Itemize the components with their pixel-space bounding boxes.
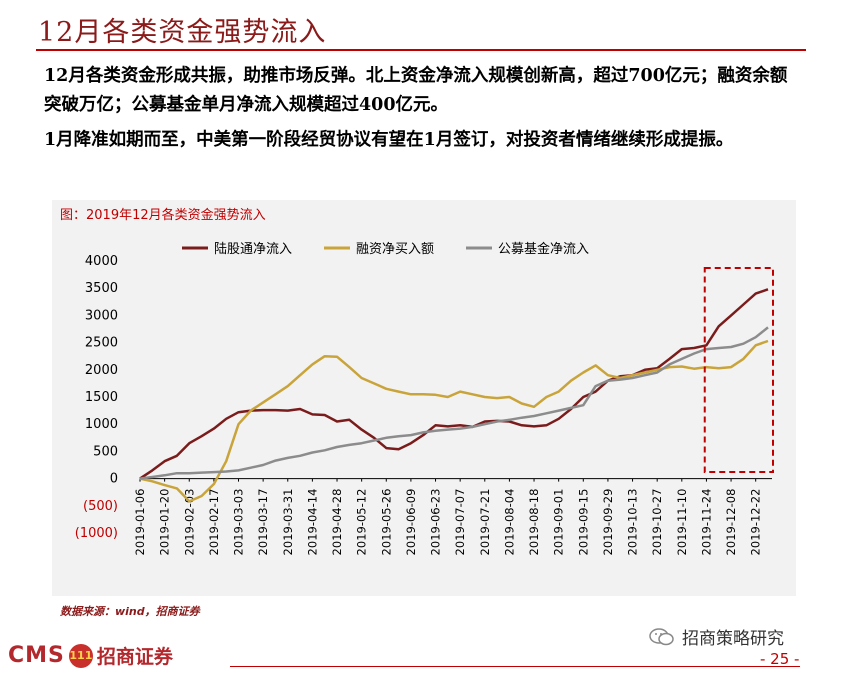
legend-label-3: 公募基金净流入 [498,241,589,257]
summary-paragraph-2: 1月降准如期而至，中美第一阶段经贸协议有望在1月签订，对投资者情绪继续形成提振。 [44,130,734,150]
summary-paragraph-1: 12月各类资金形成共振，助推市场反弹。北上资金净流入规模创新高，超过700亿元；… [44,66,788,115]
footer-divider [230,666,800,667]
x-tick-label: 2019-05-26 [379,489,393,556]
chart-panel [52,200,796,596]
x-tick-label: 2019-05-12 [355,489,369,556]
x-tick-label: 2019-09-29 [601,489,615,556]
y-tick-label: (1000) [75,526,118,541]
series-line-1 [139,288,769,480]
cms-logo: CMS 111 招商证券 [8,642,173,669]
y-tick-label: 1500 [85,390,118,405]
x-tick-label: 2019-03-03 [232,489,246,556]
x-tick-label: 2019-11-24 [699,489,713,556]
y-tick-label: 3000 [85,308,118,323]
logo-badge-icon: 111 [68,643,93,668]
x-tick-label: 2019-03-31 [281,489,295,556]
wechat-account: 招商策略研究 [648,624,784,649]
y-tick-label: 1000 [85,417,118,432]
y-tick-label: 3500 [85,281,118,296]
x-tick-label: 2019-11-10 [675,489,689,556]
y-tick-label: 2500 [85,336,118,351]
y-tick-label: 4000 [85,254,118,269]
data-source: 数据来源：wind，招商证券 [60,605,200,618]
x-tick-label: 2019-10-13 [626,489,640,556]
page-number: - 25 - [760,650,800,668]
title-divider [36,49,806,51]
y-tick-label: 2000 [85,363,118,378]
x-tick-label: 2019-06-23 [429,489,443,556]
page-title: 12月各类资金强势流入 [38,17,327,48]
fund-flow-line-chart: (1000) (500) 0 500 1000 1500 2000 2500 3000 3500 4… [75,241,775,556]
y-tick-label: (500) [83,499,118,514]
x-tick-label: 2019-04-28 [330,489,344,556]
legend-label-2: 融资净买入额 [356,242,434,257]
x-tick-label: 2019-07-21 [478,489,492,556]
x-tick-label: 2019-01-06 [133,489,147,556]
series-line-3 [139,326,769,480]
series-line-2 [139,339,769,503]
x-tick-label: 2019-12-08 [724,489,738,556]
y-tick-label: 500 [93,444,118,459]
wechat-icon [649,627,674,645]
x-tick-label: 2019-03-17 [256,489,270,556]
x-tick-label: 2019-09-01 [552,489,566,556]
x-tick-label: 2019-08-18 [527,489,541,556]
x-tick-label: 2019-10-27 [650,489,664,556]
logo-text: CMS [8,643,65,668]
x-tick-label: 2019-07-07 [453,489,467,556]
x-tick-label: 2019-06-09 [404,489,418,556]
logo-company-name: 招商证券 [96,646,173,668]
legend-label-1: 陆股通净流入 [214,241,292,257]
x-tick-label: 2019-08-04 [502,489,516,556]
x-tick-label: 2019-02-17 [207,489,221,556]
y-tick-label: 0 [110,472,118,487]
x-tick-label: 2019-04-14 [305,489,319,556]
chart-caption: 图：2019年12月各类资金强势流入 [60,208,266,223]
x-tick-label: 2019-09-15 [576,489,590,556]
x-tick-label: 2019-02-03 [182,489,196,556]
december-highlight-box [703,267,775,473]
wechat-account-name: 招商策略研究 [682,629,784,649]
x-tick-label: 2019-01-20 [158,489,172,556]
x-tick-label: 2019-12-22 [749,489,763,556]
